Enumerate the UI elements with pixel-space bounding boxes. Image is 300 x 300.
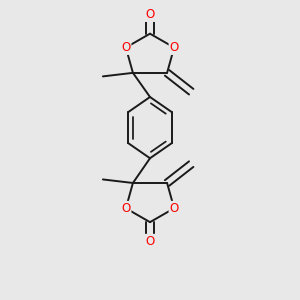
Text: O: O [121,41,130,54]
Text: O: O [146,8,154,21]
Text: O: O [146,235,154,248]
Text: O: O [169,41,179,54]
Text: O: O [121,202,130,215]
Text: O: O [169,202,179,215]
